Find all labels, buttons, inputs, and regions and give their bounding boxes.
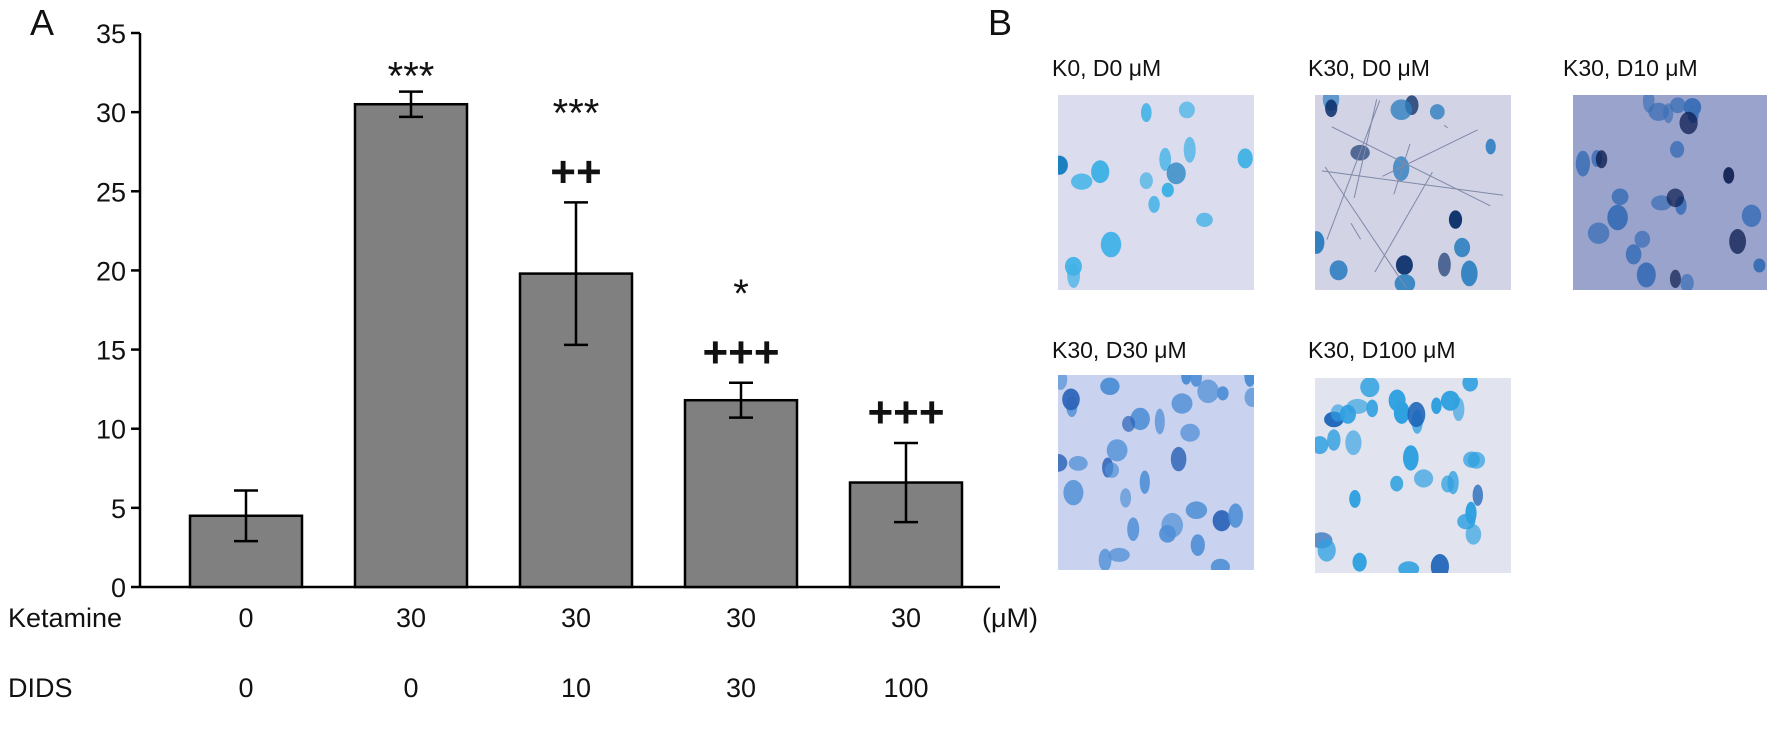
dids-value: 100 <box>883 673 929 703</box>
panel-letter-a: A <box>30 2 55 43</box>
ketamine-value: 30 <box>395 603 427 633</box>
y-tick-label: 25 <box>96 177 126 207</box>
significance-plus: +++ <box>867 388 944 437</box>
ketamine-value: 30 <box>560 603 592 633</box>
micrograph-label: K30, D0 μM <box>1308 55 1430 81</box>
y-tick-label: 35 <box>96 19 126 49</box>
y-tick-label: 15 <box>96 336 126 366</box>
micrograph-label: K30, D10 μM <box>1563 55 1698 81</box>
micrograph-label: K0, D0 μM <box>1052 55 1162 81</box>
micrograph-image <box>1058 375 1254 570</box>
ketamine-value: 0 <box>238 603 254 633</box>
y-tick-label: 30 <box>96 98 126 128</box>
panel-letter-b: B <box>988 2 1013 43</box>
micrograph-label: K30, D100 μM <box>1308 337 1456 363</box>
y-tick-label: 10 <box>96 415 126 445</box>
dids-row-label: DIDS <box>8 673 73 703</box>
micrograph-image <box>1315 95 1511 290</box>
ketamine-row-label: Ketamine <box>8 603 123 633</box>
dids-value: 0 <box>403 673 419 703</box>
significance-plus: ++ <box>550 147 601 196</box>
ketamine-value: 30 <box>725 603 757 633</box>
dids-value: 30 <box>725 673 757 703</box>
micrograph-image <box>1315 378 1511 573</box>
significance-stars: * <box>733 272 749 316</box>
dids-value: 0 <box>238 673 254 703</box>
micrograph-image <box>1573 95 1767 290</box>
bar <box>683 398 799 589</box>
micrograph-label: K30, D30 μM <box>1052 337 1187 363</box>
ketamine-value: 30 <box>890 603 922 633</box>
dids-value: 10 <box>560 673 592 703</box>
y-tick-label: 20 <box>96 256 126 286</box>
bar <box>188 514 304 589</box>
micrograph-image <box>1058 95 1254 290</box>
significance-stars: *** <box>388 55 435 99</box>
bar <box>353 102 469 589</box>
significance-plus: +++ <box>702 328 779 377</box>
significance-stars: *** <box>553 91 600 135</box>
unit-label: (μM) <box>982 603 1039 633</box>
y-tick-label: 0 <box>111 573 126 603</box>
y-tick-label: 5 <box>111 494 126 524</box>
